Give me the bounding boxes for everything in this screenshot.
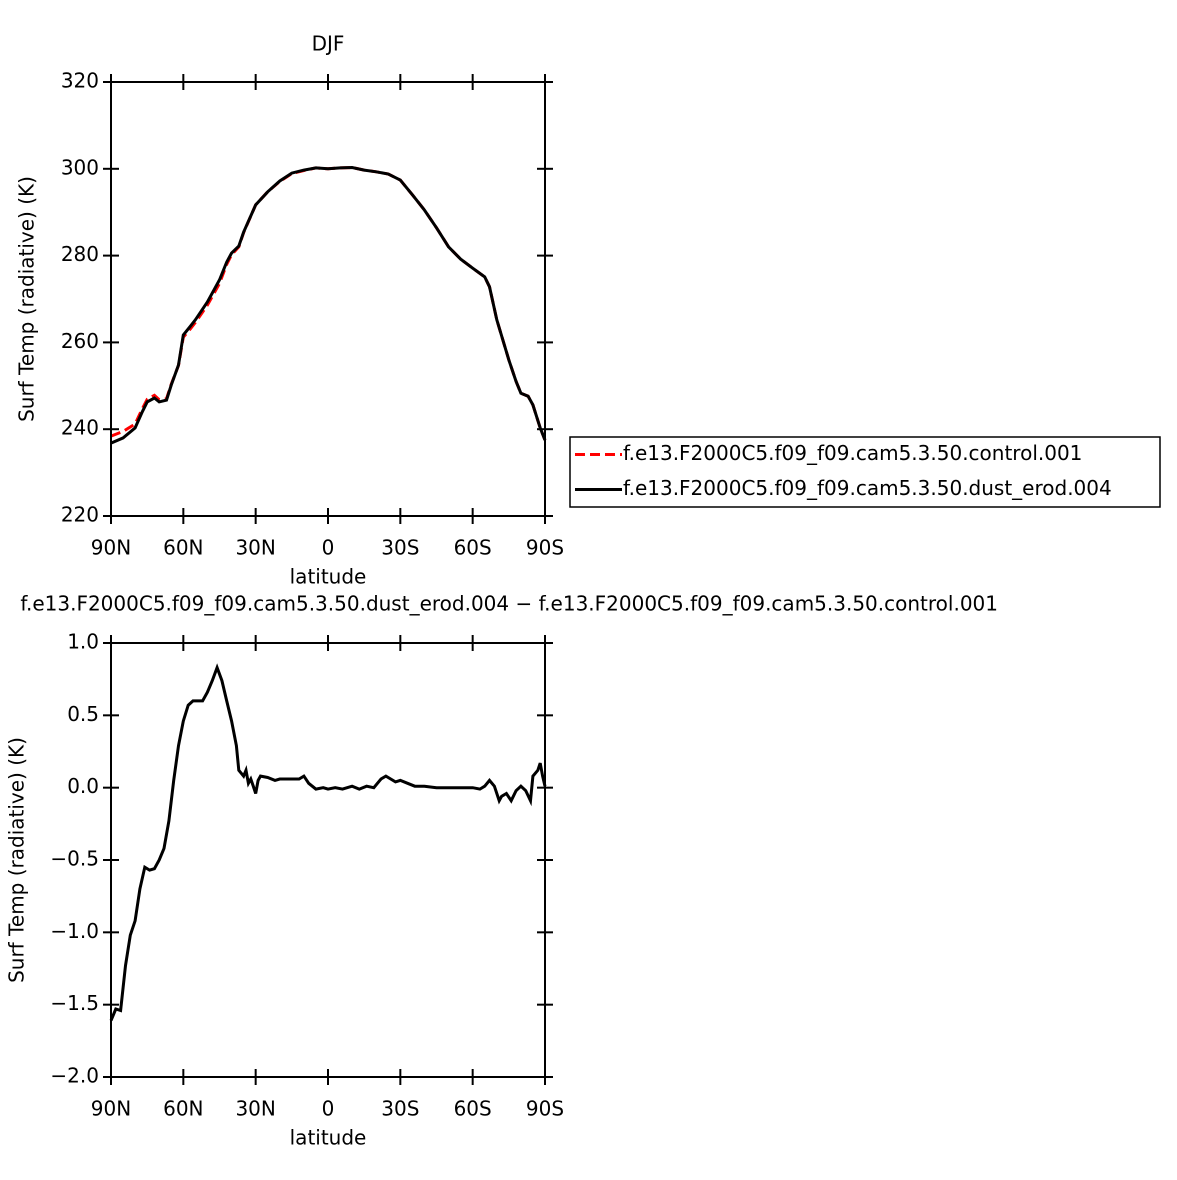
plot-frame	[110, 642, 546, 1078]
x-tick-label: 60N	[163, 536, 203, 560]
x-tick-label: 90N	[91, 1097, 131, 1121]
x-tick-label: 0	[322, 1097, 335, 1121]
plot-frame	[110, 81, 546, 517]
y-tick-label: 300	[61, 155, 99, 179]
x-tick-label: 0	[322, 536, 335, 560]
y-tick-label: 320	[61, 69, 99, 93]
y-tick-label: 0.5	[67, 702, 99, 726]
legend-label: f.e13.F2000C5.f09_f09.cam5.3.50.dust_ero…	[623, 476, 1112, 500]
y-tick-label: 0.0	[67, 774, 99, 798]
x-tick-label: 30N	[235, 1097, 275, 1121]
x-tick-label: 30S	[381, 536, 419, 560]
y-tick-label: −1.5	[50, 991, 99, 1015]
y-tick-label: 220	[61, 503, 99, 527]
x-tick-label: 90S	[526, 536, 564, 560]
y-tick-label: −1.0	[50, 919, 99, 943]
y-tick-label: 260	[61, 329, 99, 353]
y-tick-label: 1.0	[67, 630, 99, 654]
y-tick-label: 280	[61, 242, 99, 266]
y-tick-label: −0.5	[50, 847, 99, 871]
data-line	[109, 663, 547, 1022]
x-axis-label: latitude	[290, 1126, 367, 1150]
chart-title: DJF	[312, 32, 345, 56]
data-line	[110, 165, 547, 441]
x-tick-label: 60S	[454, 1097, 492, 1121]
legend-box	[569, 436, 1161, 508]
chart-title: f.e13.F2000C5.f09_f09.cam5.3.50.dust_ero…	[20, 592, 998, 616]
x-tick-label: 30N	[235, 536, 275, 560]
data-line	[110, 165, 547, 445]
x-tick-label: 30S	[381, 1097, 419, 1121]
x-axis-label: latitude	[290, 565, 367, 589]
y-tick-label: −2.0	[50, 1064, 99, 1088]
x-tick-label: 60S	[454, 536, 492, 560]
y-axis-label: Surf Temp (radiative) (K)	[5, 737, 29, 983]
y-tick-label: 240	[61, 416, 99, 440]
x-tick-label: 90N	[91, 536, 131, 560]
y-axis-label: Surf Temp (radiative) (K)	[15, 176, 39, 422]
x-tick-label: 90S	[526, 1097, 564, 1121]
legend-label: f.e13.F2000C5.f09_f09.cam5.3.50.control.…	[623, 441, 1082, 465]
x-tick-label: 60N	[163, 1097, 203, 1121]
